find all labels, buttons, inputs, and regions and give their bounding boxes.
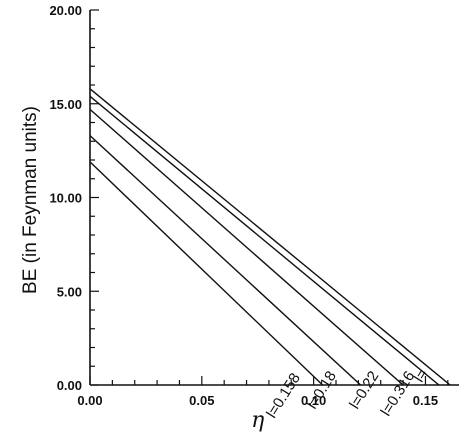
- curve-label: l=0.18: [304, 368, 340, 412]
- tick-marks: [89, 9, 449, 386]
- y-tick-label: 0.00: [57, 378, 82, 393]
- curve-line: [89, 161, 324, 386]
- axes: [89, 10, 459, 386]
- curve-label: l=0.158: [263, 370, 304, 421]
- y-tick-label: 10.00: [49, 191, 82, 206]
- x-tick-label: 0.05: [189, 393, 214, 408]
- curve-line: [89, 95, 440, 386]
- y-tick-label: 20.00: [49, 3, 82, 18]
- tick-labels: 0.00 5.00 10.00 15.00 20.00 0.00 0.05 0.10 0.15: [49, 3, 438, 408]
- y-tick-label: 5.00: [57, 284, 82, 299]
- curve-line: [89, 88, 451, 386]
- x-tick-label: 0.00: [77, 393, 102, 408]
- x-tick-label: 0.10: [301, 393, 326, 408]
- curve-line: [89, 135, 362, 386]
- x-tick-label: 0.15: [413, 393, 438, 408]
- y-axis-title: BE (in Feynman units): [20, 106, 41, 294]
- curve-label: l=0.22: [346, 368, 382, 412]
- curves: [89, 88, 451, 386]
- y-tick-label: 15.00: [49, 97, 82, 112]
- curve-line: [89, 108, 404, 386]
- x-axis-title: η: [251, 408, 264, 433]
